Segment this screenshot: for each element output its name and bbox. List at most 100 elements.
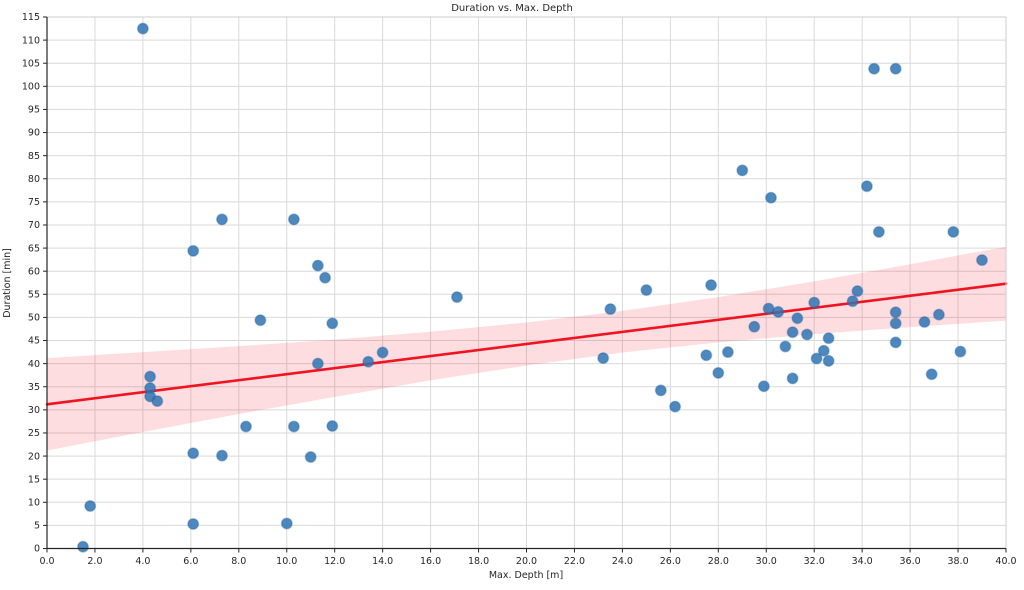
scatter-point [215, 213, 228, 226]
scatter-point [654, 384, 667, 397]
y-tick-label: 15 [28, 474, 40, 485]
x-tick-label: 14.0 [372, 556, 393, 567]
y-tick-label: 65 [28, 243, 40, 254]
x-tick-label: 40.0 [995, 556, 1016, 567]
scatter-point [810, 352, 823, 365]
regression-line-path [45, 282, 1008, 406]
scatter-point [889, 336, 902, 349]
scatter-point [889, 62, 902, 75]
scatter-points [76, 22, 989, 553]
y-tick-label: 10 [28, 497, 40, 508]
axis-ticks [43, 16, 1007, 553]
y-tick-label: 80 [28, 174, 40, 185]
y-tick-label: 110 [22, 35, 40, 46]
y-tick-label: 35 [28, 382, 40, 393]
scatter-point [362, 355, 375, 368]
scatter-point [144, 370, 157, 383]
confidence-band-area [47, 246, 1006, 451]
confidence-band [47, 246, 1006, 451]
scatter-point [669, 400, 682, 413]
scatter-point [822, 332, 835, 345]
y-tick-label: 55 [28, 290, 40, 301]
scatter-point [311, 259, 324, 272]
scatter-point [889, 306, 902, 319]
x-tick-label: 32.0 [804, 556, 825, 567]
scatter-point [700, 349, 713, 362]
scatter-point [239, 420, 252, 433]
scatter-point [705, 279, 718, 292]
y-tick-label: 100 [22, 82, 40, 93]
x-tick-label: 28.0 [708, 556, 729, 567]
y-tick-label: 0 [34, 544, 40, 555]
scatter-point [376, 346, 389, 359]
x-tick-label: 2.0 [87, 556, 102, 567]
scatter-point [925, 368, 938, 381]
scatter-point [772, 305, 785, 318]
scatter-point [151, 395, 164, 408]
x-tick-label: 8.0 [231, 556, 246, 567]
scatter-point [947, 225, 960, 238]
scatter-point [872, 225, 885, 238]
scatter-point [801, 328, 814, 341]
x-tick-label: 22.0 [564, 556, 585, 567]
scatter-point [304, 451, 317, 464]
scatter-point [287, 420, 300, 433]
scatter-point [868, 62, 881, 75]
scatter-point [932, 308, 945, 321]
x-tick-label: 20.0 [516, 556, 537, 567]
scatter-point [889, 317, 902, 330]
scatter-point [721, 346, 734, 359]
scatter-point [712, 366, 725, 379]
scatter-point [918, 316, 931, 329]
scatter-point [786, 326, 799, 339]
y-tick-label: 75 [28, 197, 40, 208]
y-tick-label: 30 [28, 405, 40, 416]
scatter-point [326, 420, 339, 433]
scatter-point [954, 345, 967, 358]
scatter-point [976, 254, 989, 267]
scatter-point [736, 164, 749, 177]
scatter-point [597, 352, 610, 365]
scatter-point [326, 317, 339, 330]
scatter-point [319, 271, 332, 284]
x-tick-label: 4.0 [135, 556, 150, 567]
y-tick-label: 50 [28, 313, 40, 324]
chart-title: Duration vs. Max. Depth [451, 3, 573, 14]
scatter-point [451, 291, 464, 304]
scatter-point [757, 380, 770, 393]
scatter-point [311, 357, 324, 370]
scatter-point [76, 540, 89, 553]
x-tick-label: 24.0 [612, 556, 633, 567]
scatter-point [846, 295, 859, 308]
scatter-point [860, 180, 873, 193]
x-tick-label: 26.0 [660, 556, 681, 567]
y-tick-label: 25 [28, 428, 40, 439]
scatter-point [604, 303, 617, 316]
y-axis-label: Duration [min] [2, 248, 13, 318]
y-tick-label: 90 [28, 128, 40, 139]
scatter-point [786, 372, 799, 385]
x-tick-label: 34.0 [852, 556, 873, 567]
y-tick-label: 45 [28, 336, 40, 347]
scatter-point [187, 244, 200, 257]
scatter-point [287, 213, 300, 226]
scatter-point [765, 191, 778, 204]
y-tick-label: 40 [28, 359, 40, 370]
scatter-point [254, 314, 267, 327]
scatter-point [187, 518, 200, 531]
scatter-point [748, 320, 761, 333]
scatter-point [851, 285, 864, 298]
scatter-point [779, 340, 792, 353]
y-tick-label: 105 [22, 58, 40, 69]
regression-line [45, 282, 1008, 406]
x-tick-label: 38.0 [947, 556, 968, 567]
x-tick-label: 0.0 [39, 556, 54, 567]
x-tick-label: 10.0 [276, 556, 297, 567]
y-tick-label: 60 [28, 266, 40, 277]
scatter-point [808, 296, 821, 309]
x-axis-label: Max. Depth [m] [489, 570, 563, 581]
x-tick-label: 12.0 [324, 556, 345, 567]
y-tick-label: 5 [34, 521, 40, 532]
